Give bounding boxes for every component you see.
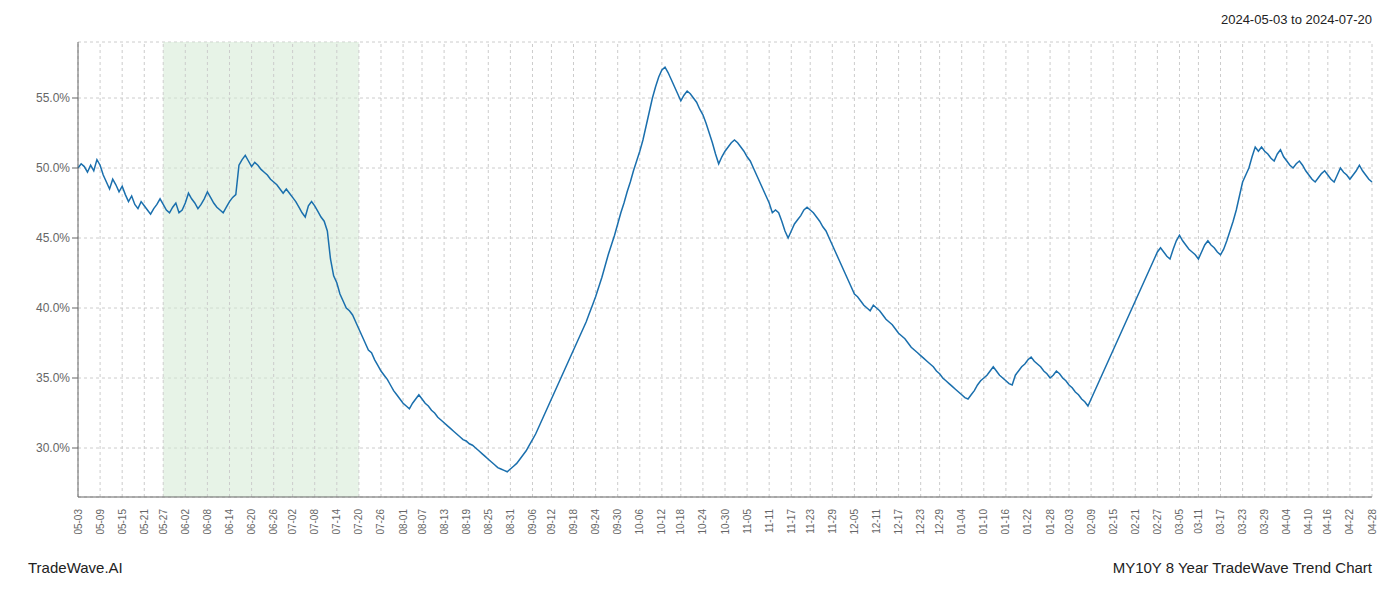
svg-text:11-23: 11-23 (805, 509, 816, 534)
svg-text:04-16: 04-16 (1322, 509, 1333, 535)
svg-text:05-21: 05-21 (139, 509, 150, 535)
svg-text:02-15: 02-15 (1108, 509, 1119, 535)
svg-text:09-18: 09-18 (568, 509, 579, 535)
svg-text:08-19: 08-19 (461, 509, 472, 535)
svg-text:03-05: 03-05 (1174, 509, 1185, 535)
svg-text:09-24: 09-24 (590, 509, 601, 535)
svg-text:08-13: 08-13 (439, 509, 450, 535)
svg-text:02-03: 02-03 (1064, 509, 1075, 535)
svg-text:01-28: 01-28 (1045, 509, 1056, 535)
svg-text:06-26: 06-26 (268, 509, 279, 535)
svg-text:12-17: 12-17 (893, 509, 904, 535)
svg-text:08-01: 08-01 (398, 509, 409, 535)
svg-text:07-26: 07-26 (375, 509, 386, 535)
svg-text:04-04: 04-04 (1281, 509, 1292, 535)
svg-text:07-14: 07-14 (331, 509, 342, 535)
svg-text:10-18: 10-18 (675, 509, 686, 535)
svg-text:11-29: 11-29 (827, 509, 838, 534)
svg-text:10-06: 10-06 (634, 509, 645, 535)
html-text:2024-05-03 to 2024-07-20: 2024-05-03 to 2024-07-20 (1220, 12, 1372, 27)
svg-text:03-29: 03-29 (1259, 509, 1270, 535)
svg-text:05-15: 05-15 (117, 509, 128, 535)
svg-text:11-17: 11-17 (786, 509, 797, 534)
html-text:MY10Y 8 Year TradeWave Trend C: MY10Y 8 Year TradeWave Trend Chart (1112, 558, 1372, 576)
svg-text:45.0%: 45.0% (36, 231, 70, 245)
svg-text:04-28: 04-28 (1367, 509, 1378, 535)
svg-text:10-24: 10-24 (697, 509, 708, 535)
svg-text:03-17: 03-17 (1215, 509, 1226, 535)
svg-text:09-12: 09-12 (546, 509, 557, 535)
svg-text:12-05: 12-05 (849, 509, 860, 535)
svg-text:02-27: 02-27 (1152, 509, 1163, 535)
svg-text:01-22: 01-22 (1022, 509, 1033, 535)
svg-text:01-10: 01-10 (978, 509, 989, 535)
svg-text:02-21: 02-21 (1130, 509, 1141, 535)
svg-text:03-23: 03-23 (1237, 509, 1248, 535)
svg-text:06-08: 06-08 (202, 509, 213, 535)
svg-text:04-10: 04-10 (1303, 509, 1314, 535)
svg-text:01-16: 01-16 (1000, 509, 1011, 535)
svg-text:55.0%: 55.0% (36, 91, 70, 105)
svg-text:04-22: 04-22 (1344, 509, 1355, 535)
svg-text:09-30: 09-30 (612, 509, 623, 535)
svg-text:35.0%: 35.0% (36, 371, 70, 385)
svg-text:08-07: 08-07 (417, 509, 428, 535)
svg-text:40.0%: 40.0% (36, 301, 70, 315)
svg-text:11-11: 11-11 (764, 509, 775, 534)
svg-text:12-11: 12-11 (871, 509, 882, 534)
svg-text:08-31: 08-31 (505, 509, 516, 535)
svg-text:05-03: 05-03 (73, 509, 84, 535)
svg-text:12-29: 12-29 (934, 509, 945, 535)
svg-text:06-14: 06-14 (224, 509, 235, 535)
svg-text:05-27: 05-27 (158, 509, 169, 535)
svg-text:08-25: 08-25 (483, 509, 494, 535)
svg-text:07-08: 07-08 (309, 509, 320, 535)
svg-text:07-20: 07-20 (353, 509, 364, 535)
svg-text:01-04: 01-04 (956, 509, 967, 535)
svg-text:05-09: 05-09 (95, 509, 106, 535)
svg-text:10-30: 10-30 (720, 509, 731, 535)
svg-text:12-23: 12-23 (915, 509, 926, 535)
svg-text:10-12: 10-12 (656, 509, 667, 535)
html-text:TradeWave.AI: TradeWave.AI (28, 558, 123, 576)
svg-text:02-09: 02-09 (1086, 509, 1097, 535)
svg-text:50.0%: 50.0% (36, 161, 70, 175)
svg-text:06-20: 06-20 (246, 509, 257, 535)
svg-text:09-06: 09-06 (527, 509, 538, 535)
svg-text:03-11: 03-11 (1193, 509, 1204, 534)
svg-text:06-02: 06-02 (180, 509, 191, 535)
svg-text:11-05: 11-05 (742, 509, 753, 534)
svg-text:07-02: 07-02 (287, 509, 298, 535)
svg-text:30.0%: 30.0% (36, 441, 70, 455)
